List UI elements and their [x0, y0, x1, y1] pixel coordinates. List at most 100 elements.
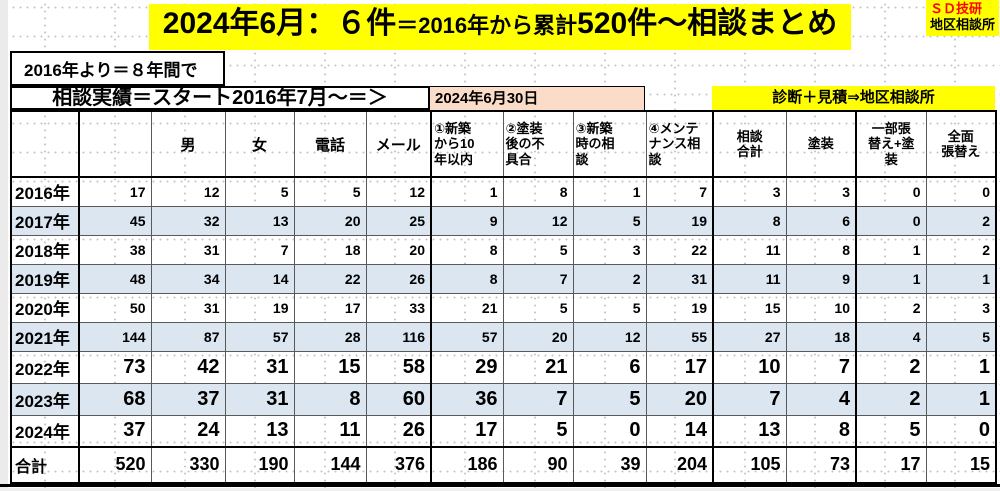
value-cell[interactable]: 186: [430, 446, 504, 485]
as-of-date-cell[interactable]: 2024年6月30日: [430, 86, 645, 110]
column-header[interactable]: [10, 110, 80, 178]
value-cell[interactable]: 3: [785, 176, 857, 207]
value-cell[interactable]: 17: [645, 350, 714, 384]
value-cell[interactable]: 24: [150, 414, 226, 448]
value-cell[interactable]: 0: [855, 176, 927, 207]
value-cell[interactable]: 11: [712, 263, 787, 294]
value-cell[interactable]: 26: [365, 263, 432, 294]
value-cell[interactable]: 28: [293, 321, 367, 352]
row-label[interactable]: 2016年: [10, 176, 80, 207]
value-cell[interactable]: 3: [572, 234, 647, 265]
value-cell[interactable]: 14: [645, 414, 714, 448]
column-header[interactable]: 塗装: [785, 110, 857, 178]
column-header[interactable]: ③新築 時の相 談: [572, 110, 647, 178]
value-cell[interactable]: 5: [502, 292, 574, 323]
value-cell[interactable]: 87: [150, 321, 226, 352]
value-cell[interactable]: 31: [150, 234, 226, 265]
value-cell[interactable]: 4: [855, 321, 927, 352]
value-cell[interactable]: 8: [502, 176, 574, 207]
value-cell[interactable]: 48: [78, 263, 152, 294]
value-cell[interactable]: 19: [224, 292, 295, 323]
value-cell[interactable]: 12: [502, 205, 574, 236]
value-cell[interactable]: 21: [502, 350, 574, 384]
value-cell[interactable]: 31: [150, 292, 226, 323]
column-header[interactable]: [78, 110, 152, 178]
row-label[interactable]: 2019年: [10, 263, 80, 294]
value-cell[interactable]: 37: [150, 382, 226, 416]
value-cell[interactable]: 5: [925, 321, 997, 352]
value-cell[interactable]: 15: [712, 292, 787, 323]
value-cell[interactable]: 8: [430, 234, 504, 265]
value-cell[interactable]: 5: [502, 414, 574, 448]
value-cell[interactable]: 2: [855, 382, 927, 416]
value-cell[interactable]: 34: [150, 263, 226, 294]
value-cell[interactable]: 42: [150, 350, 226, 384]
value-cell[interactable]: 38: [78, 234, 152, 265]
value-cell[interactable]: 7: [502, 382, 574, 416]
row-label[interactable]: 2023年: [10, 382, 80, 416]
value-cell[interactable]: 520: [78, 446, 152, 485]
value-cell[interactable]: 190: [224, 446, 295, 485]
value-cell[interactable]: 9: [430, 205, 504, 236]
value-cell[interactable]: 2: [925, 205, 997, 236]
column-header[interactable]: 全面 張替え: [925, 110, 997, 178]
value-cell[interactable]: 31: [224, 382, 295, 416]
column-header[interactable]: 相談 合計: [712, 110, 787, 178]
value-cell[interactable]: 9: [785, 263, 857, 294]
row-label[interactable]: 2021年: [10, 321, 80, 352]
column-header[interactable]: 女: [224, 110, 295, 178]
value-cell[interactable]: 3: [925, 292, 997, 323]
value-cell[interactable]: 0: [925, 176, 997, 207]
value-cell[interactable]: 26: [365, 414, 432, 448]
value-cell[interactable]: 330: [150, 446, 226, 485]
row-label[interactable]: 2018年: [10, 234, 80, 265]
value-cell[interactable]: 73: [78, 350, 152, 384]
value-cell[interactable]: 39: [572, 446, 647, 485]
value-cell[interactable]: 8: [430, 263, 504, 294]
value-cell[interactable]: 376: [365, 446, 432, 485]
value-cell[interactable]: 7: [224, 234, 295, 265]
value-cell[interactable]: 15: [293, 350, 367, 384]
history-range-cell[interactable]: 相談実績＝スタート2016年7月～＝＞: [10, 86, 430, 110]
value-cell[interactable]: 14: [224, 263, 295, 294]
value-cell[interactable]: 19: [645, 292, 714, 323]
column-header[interactable]: ②塗装 後の不 具合: [502, 110, 574, 178]
value-cell[interactable]: 2: [925, 234, 997, 265]
value-cell[interactable]: 5: [572, 205, 647, 236]
value-cell[interactable]: 31: [645, 263, 714, 294]
value-cell[interactable]: 50: [78, 292, 152, 323]
value-cell[interactable]: 8: [293, 382, 367, 416]
value-cell[interactable]: 1: [855, 234, 927, 265]
value-cell[interactable]: 17: [855, 446, 927, 485]
value-cell[interactable]: 20: [293, 205, 367, 236]
value-cell[interactable]: 12: [365, 176, 432, 207]
value-cell[interactable]: 73: [785, 446, 857, 485]
value-cell[interactable]: 8: [785, 234, 857, 265]
value-cell[interactable]: 5: [293, 176, 367, 207]
value-cell[interactable]: 7: [645, 176, 714, 207]
column-header[interactable]: 一部張 替え+塗 装: [855, 110, 927, 178]
value-cell[interactable]: 8: [785, 414, 857, 448]
value-cell[interactable]: 18: [293, 234, 367, 265]
value-cell[interactable]: 32: [150, 205, 226, 236]
value-cell[interactable]: 57: [430, 321, 504, 352]
value-cell[interactable]: 5: [855, 414, 927, 448]
value-cell[interactable]: 11: [293, 414, 367, 448]
row-label[interactable]: 2017年: [10, 205, 80, 236]
value-cell[interactable]: 58: [365, 350, 432, 384]
value-cell[interactable]: 12: [150, 176, 226, 207]
value-cell[interactable]: 2: [855, 350, 927, 384]
column-header[interactable]: メール: [365, 110, 432, 178]
value-cell[interactable]: 25: [365, 205, 432, 236]
value-cell[interactable]: 60: [365, 382, 432, 416]
value-cell[interactable]: 1: [925, 263, 997, 294]
value-cell[interactable]: 21: [430, 292, 504, 323]
value-cell[interactable]: 31: [224, 350, 295, 384]
value-cell[interactable]: 17: [293, 292, 367, 323]
value-cell[interactable]: 10: [785, 292, 857, 323]
column-header[interactable]: 男: [150, 110, 226, 178]
referral-header-cell[interactable]: 診断＋見積⇒地区相談所: [712, 86, 995, 110]
value-cell[interactable]: 8: [712, 205, 787, 236]
value-cell[interactable]: 1: [430, 176, 504, 207]
value-cell[interactable]: 7: [712, 382, 787, 416]
